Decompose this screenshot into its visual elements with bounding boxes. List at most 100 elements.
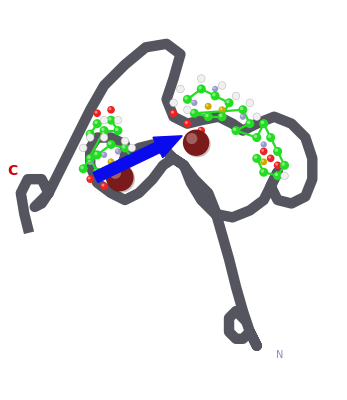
Circle shape [87,155,91,159]
Circle shape [238,105,247,114]
Circle shape [259,168,268,177]
Circle shape [261,121,264,124]
Circle shape [245,119,254,128]
Circle shape [192,101,195,103]
Circle shape [108,142,111,145]
Circle shape [107,140,116,149]
Circle shape [100,182,108,190]
Circle shape [199,128,202,131]
Circle shape [93,119,102,128]
Circle shape [109,167,121,179]
Circle shape [219,114,222,117]
Circle shape [262,142,264,145]
Circle shape [94,169,98,173]
Circle shape [197,127,205,134]
Circle shape [129,155,132,159]
Circle shape [253,113,261,120]
Circle shape [127,154,136,163]
Circle shape [275,163,278,166]
Circle shape [184,131,211,157]
FancyArrow shape [93,136,182,182]
Circle shape [122,163,125,166]
Circle shape [121,137,129,145]
Circle shape [261,169,264,173]
Circle shape [184,106,191,114]
Circle shape [274,162,281,169]
Circle shape [94,121,98,124]
Circle shape [281,172,288,180]
Circle shape [115,128,118,131]
Circle shape [170,110,177,117]
Circle shape [109,107,111,110]
Circle shape [87,159,93,165]
Circle shape [273,171,282,180]
Circle shape [273,147,282,156]
Circle shape [198,86,202,90]
Circle shape [87,131,91,134]
Text: C: C [7,164,17,178]
Circle shape [108,117,111,121]
Circle shape [101,130,108,138]
Circle shape [261,141,267,148]
Circle shape [86,134,94,141]
Circle shape [88,177,91,180]
Circle shape [120,168,129,177]
Circle shape [88,160,91,162]
Circle shape [128,144,136,152]
Circle shape [186,133,197,144]
Circle shape [212,93,215,96]
Circle shape [225,98,234,107]
Circle shape [219,106,226,113]
Circle shape [191,100,197,106]
Circle shape [171,111,174,114]
Circle shape [102,132,104,134]
Circle shape [185,121,188,124]
Circle shape [240,107,243,110]
Circle shape [93,110,101,117]
Circle shape [101,152,107,158]
Circle shape [191,110,195,114]
Circle shape [252,154,261,163]
Circle shape [108,173,111,176]
Circle shape [102,153,104,155]
Circle shape [108,158,115,165]
Circle shape [121,175,129,183]
Circle shape [231,126,240,135]
Circle shape [247,121,250,124]
Circle shape [197,84,206,94]
Circle shape [109,160,111,162]
Circle shape [205,103,212,110]
Circle shape [260,158,267,165]
Circle shape [115,148,121,154]
Circle shape [107,165,135,193]
Circle shape [79,144,87,152]
Circle shape [170,99,177,107]
Circle shape [268,134,271,138]
Circle shape [211,91,220,100]
Circle shape [101,128,104,131]
Circle shape [206,104,209,107]
Circle shape [100,116,108,124]
Circle shape [259,119,268,128]
Circle shape [254,134,257,138]
Circle shape [205,114,209,117]
Circle shape [218,82,226,89]
Circle shape [190,109,199,118]
Circle shape [177,85,184,93]
Circle shape [100,134,108,141]
Circle shape [107,116,116,125]
Circle shape [121,162,128,169]
Circle shape [261,160,264,162]
Text: N: N [276,350,283,360]
Circle shape [254,155,257,159]
Circle shape [100,126,109,135]
Circle shape [266,133,275,142]
Circle shape [204,112,213,121]
Circle shape [80,166,84,169]
Circle shape [281,162,285,166]
Circle shape [220,108,222,110]
Circle shape [280,161,289,170]
Circle shape [116,149,118,152]
Circle shape [274,148,278,152]
Circle shape [102,184,104,186]
